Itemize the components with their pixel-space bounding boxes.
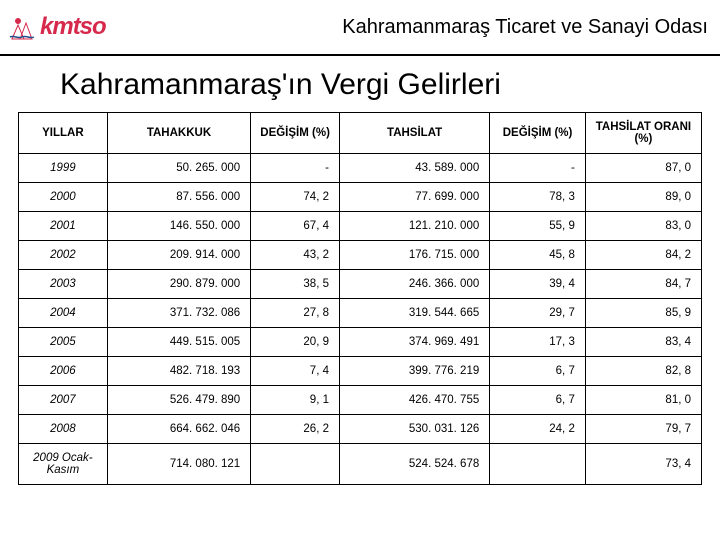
cell-tahakkuk: 714. 080. 121 bbox=[107, 444, 250, 485]
logo: kmtso bbox=[8, 13, 106, 41]
cell-oran: 87, 0 bbox=[585, 154, 701, 183]
cell-degisim2: 17, 3 bbox=[490, 328, 586, 357]
cell-year: 2002 bbox=[19, 241, 108, 270]
cell-oran: 83, 0 bbox=[585, 212, 701, 241]
cell-year: 2006 bbox=[19, 357, 108, 386]
cell-degisim2: 29, 7 bbox=[490, 299, 586, 328]
col-degisim2: DEĞİŞİM (%) bbox=[490, 113, 586, 154]
cell-tahsilat: 176. 715. 000 bbox=[339, 241, 489, 270]
cell-year: 2007 bbox=[19, 386, 108, 415]
logo-text: kmtso bbox=[40, 13, 106, 41]
cell-degisim2: 6, 7 bbox=[490, 357, 586, 386]
col-year: YILLAR bbox=[19, 113, 108, 154]
cell-tahsilat: 121. 210. 000 bbox=[339, 212, 489, 241]
col-degisim1: DEĞİŞİM (%) bbox=[251, 113, 340, 154]
table-row: 2007526. 479. 8909, 1426. 470. 7556, 781… bbox=[19, 386, 702, 415]
cell-tahsilat: 319. 544. 665 bbox=[339, 299, 489, 328]
cell-oran: 84, 2 bbox=[585, 241, 701, 270]
cell-degisim1: 27, 8 bbox=[251, 299, 340, 328]
tax-revenue-table: YILLAR TAHAKKUK DEĞİŞİM (%) TAHSİLAT DEĞ… bbox=[18, 112, 702, 485]
cell-oran: 83, 4 bbox=[585, 328, 701, 357]
cell-degisim1: - bbox=[251, 154, 340, 183]
cell-year: 2001 bbox=[19, 212, 108, 241]
cell-tahsilat: 43. 589. 000 bbox=[339, 154, 489, 183]
cell-degisim1: 9, 1 bbox=[251, 386, 340, 415]
cell-tahakkuk: 664. 662. 046 bbox=[107, 415, 250, 444]
cell-oran: 81, 0 bbox=[585, 386, 701, 415]
table-row: 200087. 556. 00074, 277. 699. 00078, 389… bbox=[19, 183, 702, 212]
cell-tahakkuk: 87. 556. 000 bbox=[107, 183, 250, 212]
cell-degisim1: 74, 2 bbox=[251, 183, 340, 212]
table-body: 199950. 265. 000-43. 589. 000-87, 020008… bbox=[19, 154, 702, 485]
cell-year: 2008 bbox=[19, 415, 108, 444]
cell-tahsilat: 374. 969. 491 bbox=[339, 328, 489, 357]
cell-tahakkuk: 50. 265. 000 bbox=[107, 154, 250, 183]
table-row: 2004371. 732. 08627, 8319. 544. 66529, 7… bbox=[19, 299, 702, 328]
cell-year: 2009 Ocak- Kasım bbox=[19, 444, 108, 485]
page-header: kmtso Kahramanmaraş Ticaret ve Sanayi Od… bbox=[0, 0, 720, 56]
col-tahsilat: TAHSİLAT bbox=[339, 113, 489, 154]
table-row: 2009 Ocak- Kasım714. 080. 121 524. 524. 6… bbox=[19, 444, 702, 485]
cell-tahakkuk: 146. 550. 000 bbox=[107, 212, 250, 241]
table-row: 2002209. 914. 00043, 2176. 715. 00045, 8… bbox=[19, 241, 702, 270]
cell-tahakkuk: 449. 515. 005 bbox=[107, 328, 250, 357]
cell-oran: 79, 7 bbox=[585, 415, 701, 444]
cell-tahsilat: 426. 470. 755 bbox=[339, 386, 489, 415]
cell-degisim2: 24, 2 bbox=[490, 415, 586, 444]
table-row: 199950. 265. 000-43. 589. 000-87, 0 bbox=[19, 154, 702, 183]
cell-tahakkuk: 526. 479. 890 bbox=[107, 386, 250, 415]
cell-degisim1: 7, 4 bbox=[251, 357, 340, 386]
col-oran: TAHSİLAT ORANI (%) bbox=[585, 113, 701, 154]
cell-degisim2: 39, 4 bbox=[490, 270, 586, 299]
table-row: 2008664. 662. 04626, 2530. 031. 12624, 2… bbox=[19, 415, 702, 444]
logo-icon bbox=[8, 13, 36, 41]
cell-oran: 89, 0 bbox=[585, 183, 701, 212]
cell-degisim1 bbox=[251, 444, 340, 485]
cell-degisim1: 67, 4 bbox=[251, 212, 340, 241]
table-row: 2003290. 879. 00038, 5246. 366. 00039, 4… bbox=[19, 270, 702, 299]
cell-tahsilat: 524. 524. 678 bbox=[339, 444, 489, 485]
cell-degisim2: - bbox=[490, 154, 586, 183]
cell-year: 1999 bbox=[19, 154, 108, 183]
cell-year: 2004 bbox=[19, 299, 108, 328]
cell-degisim1: 26, 2 bbox=[251, 415, 340, 444]
cell-oran: 82, 8 bbox=[585, 357, 701, 386]
cell-tahsilat: 77. 699. 000 bbox=[339, 183, 489, 212]
table-row: 2006482. 718. 1937, 4399. 776. 2196, 782… bbox=[19, 357, 702, 386]
cell-degisim1: 43, 2 bbox=[251, 241, 340, 270]
cell-year: 2005 bbox=[19, 328, 108, 357]
cell-degisim2: 55, 9 bbox=[490, 212, 586, 241]
cell-degisim1: 20, 9 bbox=[251, 328, 340, 357]
org-title: Kahramanmaraş Ticaret ve Sanayi Odası bbox=[106, 16, 712, 39]
cell-year: 2003 bbox=[19, 270, 108, 299]
table-header-row: YILLAR TAHAKKUK DEĞİŞİM (%) TAHSİLAT DEĞ… bbox=[19, 113, 702, 154]
cell-degisim2: 78, 3 bbox=[490, 183, 586, 212]
cell-tahsilat: 399. 776. 219 bbox=[339, 357, 489, 386]
cell-degisim1: 38, 5 bbox=[251, 270, 340, 299]
table-row: 2005449. 515. 00520, 9374. 969. 49117, 3… bbox=[19, 328, 702, 357]
cell-oran: 85, 9 bbox=[585, 299, 701, 328]
cell-oran: 73, 4 bbox=[585, 444, 701, 485]
cell-tahsilat: 530. 031. 126 bbox=[339, 415, 489, 444]
cell-degisim2: 6, 7 bbox=[490, 386, 586, 415]
table-container: YILLAR TAHAKKUK DEĞİŞİM (%) TAHSİLAT DEĞ… bbox=[0, 112, 720, 485]
table-row: 2001146. 550. 00067, 4121. 210. 00055, 9… bbox=[19, 212, 702, 241]
cell-tahakkuk: 482. 718. 193 bbox=[107, 357, 250, 386]
cell-oran: 84, 7 bbox=[585, 270, 701, 299]
cell-degisim2: 45, 8 bbox=[490, 241, 586, 270]
cell-degisim2 bbox=[490, 444, 586, 485]
col-tahakkuk: TAHAKKUK bbox=[107, 113, 250, 154]
cell-tahakkuk: 209. 914. 000 bbox=[107, 241, 250, 270]
cell-tahakkuk: 371. 732. 086 bbox=[107, 299, 250, 328]
cell-year: 2000 bbox=[19, 183, 108, 212]
cell-tahakkuk: 290. 879. 000 bbox=[107, 270, 250, 299]
page-title: Kahramanmaraş'ın Vergi Gelirleri bbox=[0, 56, 720, 112]
cell-tahsilat: 246. 366. 000 bbox=[339, 270, 489, 299]
